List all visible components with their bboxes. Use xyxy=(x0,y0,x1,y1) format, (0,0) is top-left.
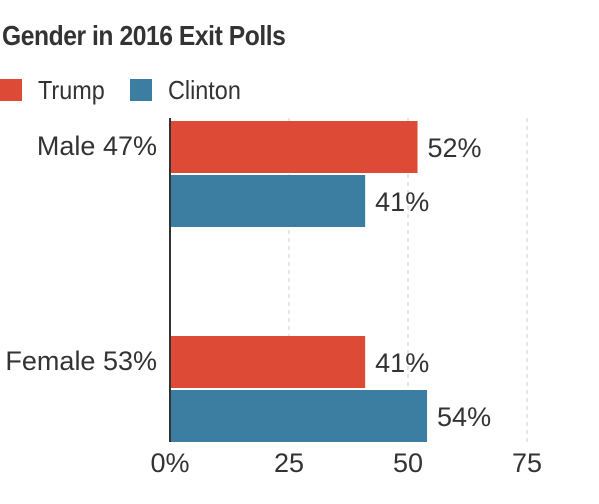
legend-swatch-clinton xyxy=(130,79,152,101)
chart-title: Gender in 2016 Exit Polls xyxy=(2,20,286,51)
legend-label-clinton: Clinton xyxy=(168,74,241,105)
x-tick-label-50: 50 xyxy=(393,448,423,478)
category-label-1: Female 53% xyxy=(5,346,157,376)
bar-clinton-1 xyxy=(170,390,428,442)
legend-swatch-trump xyxy=(0,79,22,101)
x-tick-label-0: 0% xyxy=(150,448,189,478)
chart-legend: Trump Clinton xyxy=(0,74,320,106)
legend-item-trump: Trump xyxy=(0,74,112,106)
bar-trump-1 xyxy=(170,336,366,388)
legend-item-clinton: Clinton xyxy=(130,74,249,106)
bar-value-label-trump-0: 52% xyxy=(428,133,482,163)
bar-value-label-clinton-0: 41% xyxy=(375,187,429,217)
bar-clinton-0 xyxy=(170,175,366,227)
category-label-0: Male 47% xyxy=(37,131,157,161)
bar-trump-0 xyxy=(170,121,418,173)
bar-value-label-clinton-1: 54% xyxy=(437,402,491,432)
legend-label-trump: Trump xyxy=(38,74,105,105)
x-tick-label-75: 75 xyxy=(512,448,542,478)
bar-value-label-trump-1: 41% xyxy=(375,348,429,378)
x-tick-label-25: 25 xyxy=(274,448,304,478)
